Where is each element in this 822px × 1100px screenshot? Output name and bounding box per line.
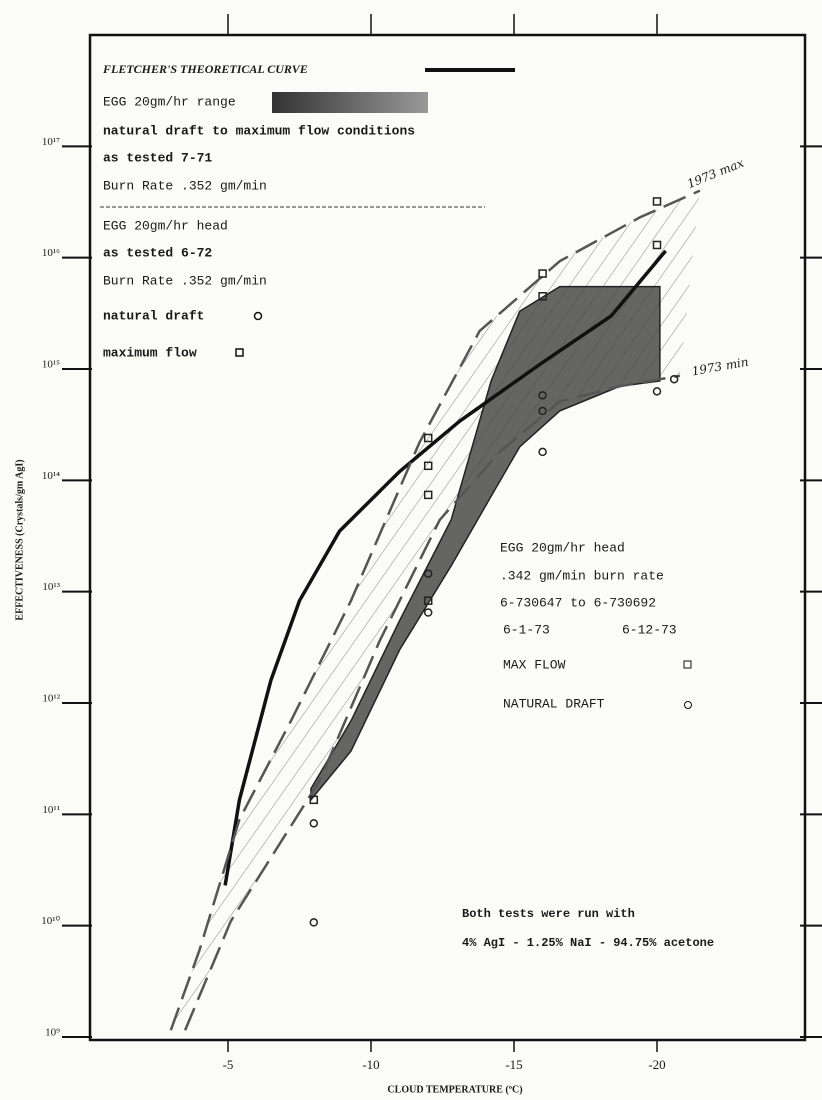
- y-axis-title: EFFECTIVENESS (Crystals/gm AgI): [14, 459, 25, 620]
- legend-text: as tested 6-72: [103, 245, 212, 260]
- x-tick-label: -20: [648, 1057, 665, 1072]
- y-tick-label: 10¹¹: [42, 804, 60, 816]
- point: [423, 596, 433, 605]
- point: [423, 490, 433, 500]
- y-tick-label: 10¹⁴: [42, 470, 60, 482]
- point: [309, 918, 319, 927]
- legend-swatch: [272, 92, 428, 113]
- note-text: NATURAL DRAFT: [503, 696, 605, 711]
- point: [309, 819, 319, 828]
- y-tick-label: 10¹²: [42, 693, 60, 705]
- note-text: 6-12-73: [622, 622, 677, 637]
- point: [538, 269, 547, 278]
- point: [538, 391, 547, 400]
- point: [669, 374, 679, 384]
- series-label: 1973 max: [685, 156, 746, 191]
- note-text: 6-1-73: [503, 622, 550, 637]
- legend-text: as tested 7-71: [103, 150, 212, 165]
- point: [652, 197, 662, 206]
- series-line: [169, 189, 701, 1031]
- legend-swatch: [253, 311, 263, 321]
- point: [423, 569, 433, 578]
- legend-text: EGG 20gm/hr head: [103, 218, 228, 233]
- point: [652, 387, 662, 396]
- y-tick-label: 10⁹: [45, 1027, 60, 1039]
- y-tick-label: 10¹⁷: [42, 136, 60, 148]
- point: [538, 447, 547, 457]
- y-tick-label: 10¹⁶: [42, 247, 60, 259]
- point: [423, 433, 433, 443]
- note-text: .342 gm/min burn rate: [500, 568, 664, 583]
- point: [309, 795, 319, 805]
- legend-label: natural draft: [103, 308, 204, 323]
- y-tick-label: 10¹³: [42, 581, 60, 593]
- point: [423, 608, 433, 617]
- footnote: 4% AgI - 1.25% NaI - 94.75% acetone: [462, 936, 714, 950]
- x-axis-title: CLOUD TEMPERATURE (ºC): [387, 1084, 522, 1095]
- range-area: [310, 285, 661, 802]
- legend-text: natural draft to maximum flow conditions: [103, 123, 415, 138]
- plot: [169, 189, 701, 1031]
- x-tick-label: -5: [223, 1057, 234, 1072]
- series-label: 1973 min: [691, 355, 750, 379]
- plot-frame: [88, 33, 807, 1042]
- note-text: MAX FLOW: [503, 657, 566, 672]
- note-swatch: [684, 701, 692, 709]
- point: [423, 461, 433, 471]
- y-tick-label: 10¹⁰: [41, 915, 60, 927]
- legend-label: FLETCHER'S THEORETICAL CURVE: [102, 62, 308, 76]
- legend-label: maximum flow: [103, 345, 197, 360]
- legend-swatch: [235, 348, 244, 357]
- series-line: [223, 249, 667, 886]
- note-swatch: [683, 660, 692, 669]
- legend-text: Burn Rate .352 gm/min: [103, 178, 267, 193]
- point: [538, 292, 547, 301]
- legend-label: EGG 20gm/hr range: [103, 94, 236, 109]
- x-tick-label: -15: [505, 1057, 522, 1072]
- legend-text: Burn Rate .352 gm/min: [103, 273, 267, 288]
- y-tick-label: 10¹⁵: [42, 359, 60, 371]
- note-text: EGG 20gm/hr head: [500, 540, 625, 555]
- x-tick-label: -10: [362, 1057, 379, 1072]
- point: [538, 406, 547, 416]
- point: [652, 240, 662, 250]
- footnote: Both tests were run with: [462, 907, 635, 921]
- note-text: 6-730647 to 6-730692: [500, 595, 656, 610]
- series-line: [183, 374, 681, 1031]
